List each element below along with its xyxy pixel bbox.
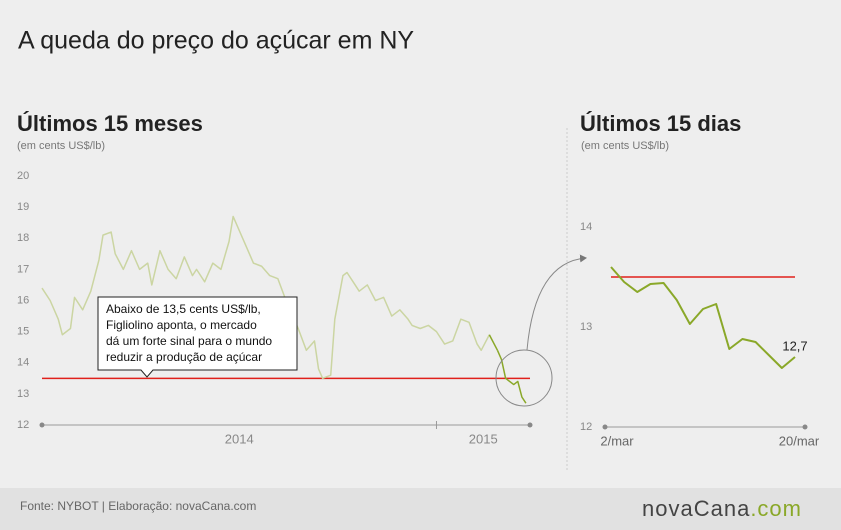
logo-name: novaCana.com (642, 496, 802, 521)
value-label: 12,7 (782, 338, 807, 353)
annotation: Abaixo de 13,5 cents US$/lb, Figliolino … (97, 296, 298, 378)
logo-name: novaCana (642, 496, 750, 521)
x-tick-label: 20/mar (779, 433, 820, 448)
data-line (610, 266, 796, 369)
link-arrow (526, 254, 587, 351)
annotation-line: reduzir a produção de açúcar (106, 350, 262, 364)
y-tick-label: 20 (17, 170, 29, 182)
annotation-line: dá um forte sinal para o mundo (106, 334, 272, 348)
page-title: A queda do preço do açúcar em NY (18, 27, 414, 55)
y-tick-label: 18 (17, 232, 29, 244)
axis-end (802, 424, 808, 430)
axis-end (602, 424, 608, 430)
annotation-line: Abaixo de 13,5 cents US$/lb, (106, 302, 261, 316)
y-tick-label: 14 (17, 357, 29, 369)
chart-title: Últimos 15 meses (17, 111, 203, 136)
x-tick-label: 2014 (225, 431, 254, 446)
axis-end (39, 422, 45, 428)
y-tick-label: 19 (17, 201, 29, 213)
chart-subtitle: (em cents US$/lb) (17, 140, 105, 152)
chart-title: Últimos 15 dias (580, 111, 741, 136)
y-tick-label: 15 (17, 326, 29, 338)
chart-subtitle: (em cents US$/lb) (581, 140, 669, 152)
y-tick-label: 17 (17, 263, 29, 275)
data-line (496, 350, 527, 404)
y-tick-label: 12 (17, 419, 29, 431)
annotation-line: Figliolino aponta, o mercado (106, 318, 257, 332)
footer-source: Fonte: NYBOT | Elaboração: novaCana.com (20, 499, 256, 513)
y-tick-label: 13 (580, 321, 592, 333)
footer-band (0, 488, 841, 530)
line-connector (488, 334, 499, 351)
logo-domain: .com (750, 496, 802, 521)
plots: 12 13 14 15 16 17 18 19 20 2014 2015 12 13 14 2/mar 20/… (17, 170, 820, 449)
y-tick-label: 14 (580, 221, 592, 233)
x-tick-label: 2015 (469, 431, 498, 446)
y-tick-label: 12 (580, 421, 592, 433)
axis-end (527, 422, 533, 428)
focus-circle (495, 349, 553, 407)
y-tick-label: 13 (17, 388, 29, 400)
x-tick-label: 2/mar (600, 433, 634, 448)
y-tick-label: 16 (17, 294, 29, 306)
annotation-box (97, 296, 298, 378)
data-line (41, 215, 490, 380)
